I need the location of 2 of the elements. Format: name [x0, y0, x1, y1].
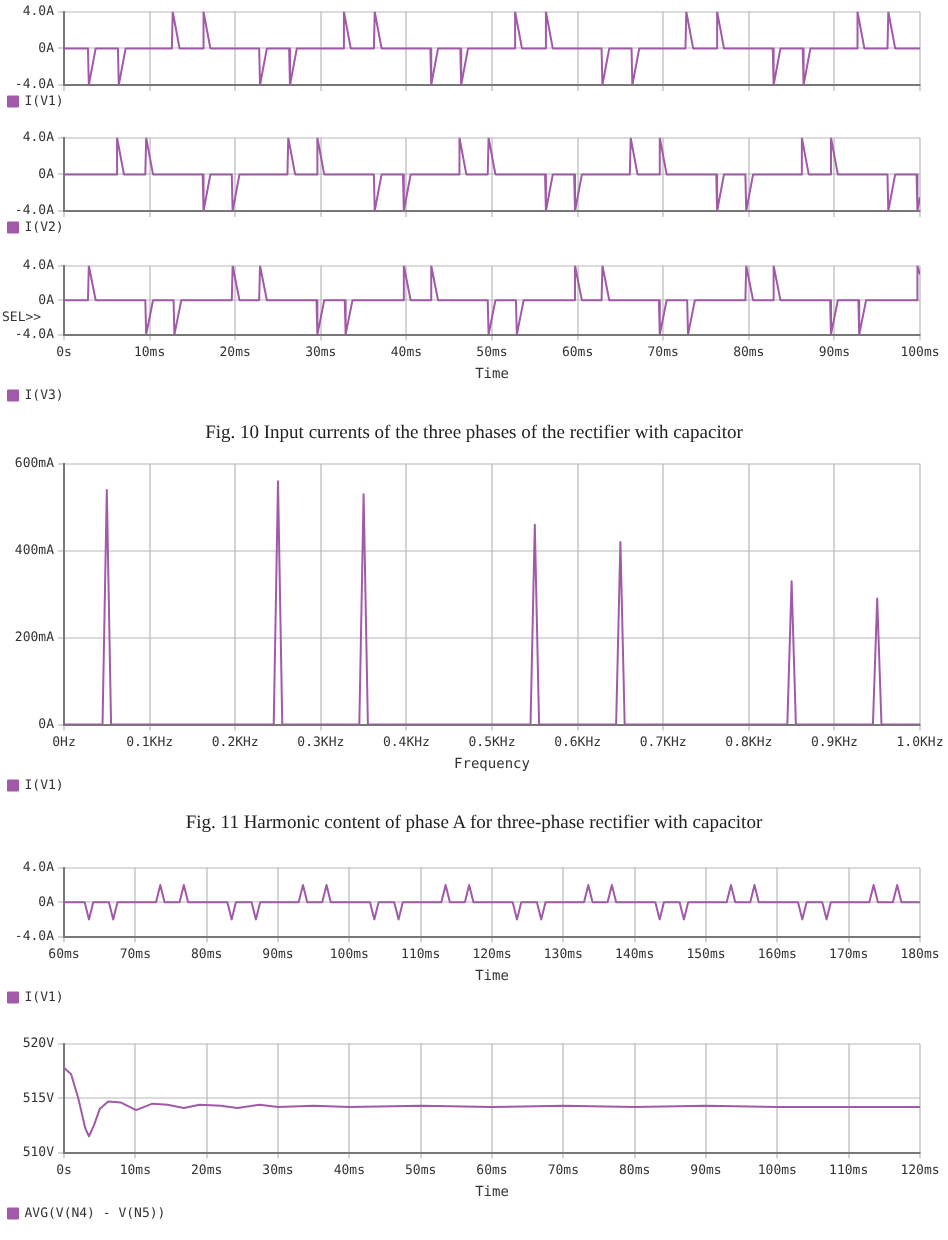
caption: Fig. 10 Input currents of the three phases of the rectifier with capacitor	[203, 422, 745, 448]
caption: Fig. 11 Harmonic content of phase A for three-phase rectifier with capacitor	[183, 812, 765, 838]
